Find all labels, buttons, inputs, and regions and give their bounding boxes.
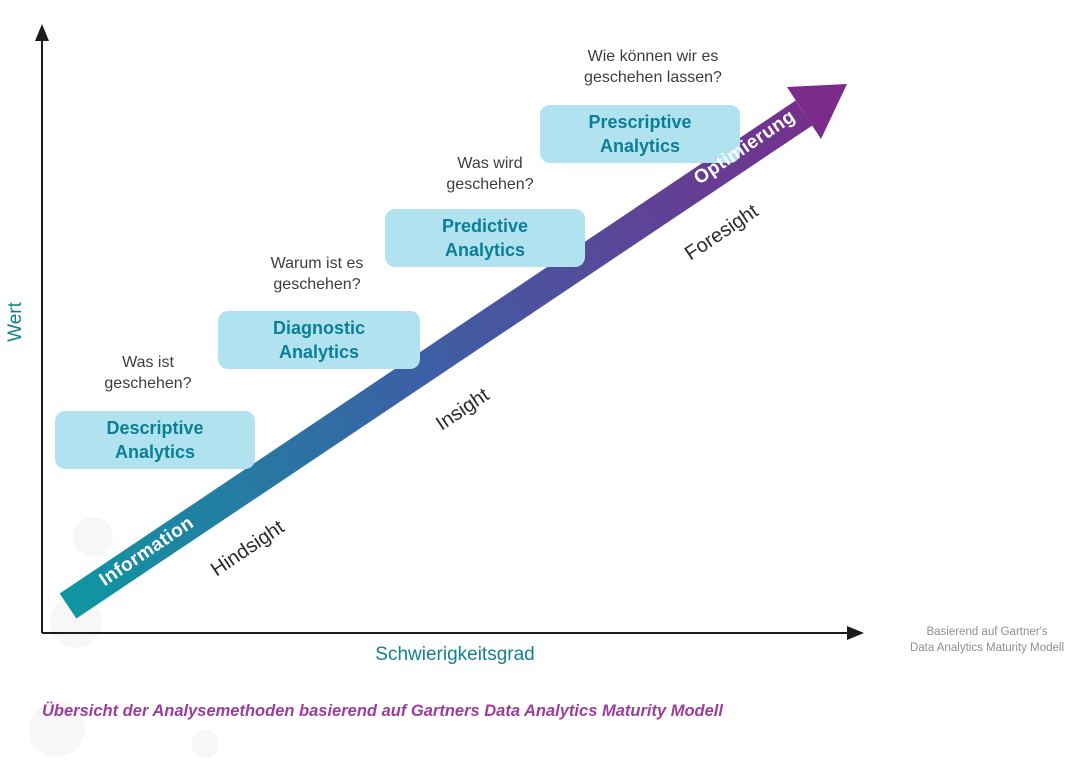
box-label-line: Prescriptive xyxy=(588,112,692,132)
attribution: Basierend auf Gartner's Data Analytics M… xyxy=(910,624,1064,656)
question-line: Warum ist es xyxy=(270,255,364,272)
question-line: geschehen lassen? xyxy=(584,69,722,86)
box-label-line: Analytics xyxy=(114,442,196,462)
box-label-line: Analytics xyxy=(599,136,681,156)
box-label-line: Diagnostic xyxy=(272,318,365,338)
x-axis xyxy=(42,626,864,640)
question-line: Was ist xyxy=(122,354,174,371)
box-label-line: Analytics xyxy=(278,342,360,362)
stage-question-descriptive: Was ist geschehen? xyxy=(104,352,191,394)
stage-box-predictive: Predictive Analytics xyxy=(385,209,585,267)
question-line: Was wird xyxy=(457,155,523,172)
box-label-line: Analytics xyxy=(444,240,526,260)
y-axis-label: Wert xyxy=(5,302,26,342)
y-axis xyxy=(35,24,49,633)
attribution-line: Data Analytics Maturity Modell xyxy=(909,642,1065,654)
box-label-line: Descriptive xyxy=(106,418,204,438)
question-line: Wie können wir es xyxy=(587,48,719,65)
caption: Übersicht der Analysemethoden basierend … xyxy=(42,702,723,720)
question-line: geschehen? xyxy=(104,375,192,392)
stage-box-diagnostic: Diagnostic Analytics xyxy=(218,311,420,369)
stage-question-diagnostic: Warum ist es geschehen? xyxy=(271,253,364,295)
question-line: geschehen? xyxy=(446,176,534,193)
stage-question-prescriptive: Wie können wir es geschehen lassen? xyxy=(584,46,722,88)
attribution-line: Basierend auf Gartner's xyxy=(926,626,1048,638)
stage-question-predictive: Was wird geschehen? xyxy=(446,153,533,195)
maturity-arrow xyxy=(59,84,847,619)
x-axis-label: Schwierigkeitsgrad xyxy=(375,644,535,665)
box-label-line: Predictive xyxy=(441,216,529,236)
stage-box-prescriptive: Prescriptive Analytics xyxy=(540,105,740,163)
question-line: geschehen? xyxy=(273,276,361,293)
stage-box-descriptive: Descriptive Analytics xyxy=(55,411,255,469)
